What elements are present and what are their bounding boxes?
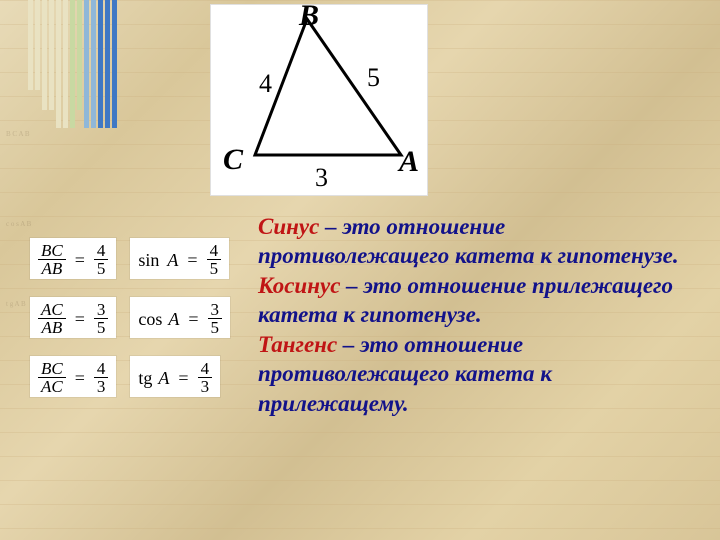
frac-num: 4 xyxy=(207,242,222,260)
frac-num: BC xyxy=(38,242,66,260)
frac-num: 4 xyxy=(198,360,213,378)
ratio-tile: BCAB = 45 xyxy=(30,238,116,279)
frac-den: AC xyxy=(38,378,66,395)
vertex-B: B xyxy=(299,0,319,33)
formula-grid: BCAB = 45 sin A = 45 ACAB = 35 cosA = 35… xyxy=(30,238,250,415)
equals: = xyxy=(72,251,88,269)
term-cos: Косинус xyxy=(258,273,340,298)
body-sin: – это отношение противолежащего катета к… xyxy=(258,214,679,268)
equals: = xyxy=(175,369,191,387)
fn-name: sin xyxy=(138,251,159,269)
fn-arg: A xyxy=(167,251,178,269)
fn-arg: A xyxy=(168,310,179,328)
frac-den: 5 xyxy=(207,260,222,277)
frac-num: 3 xyxy=(94,301,109,319)
frac-den: 5 xyxy=(94,319,109,336)
faint-label-3: t g A B xyxy=(6,300,26,308)
frac-den: AB xyxy=(38,319,65,336)
function-tile: sin A = 45 xyxy=(130,238,229,279)
faint-label-2: c o s A B xyxy=(6,220,31,228)
frac-num: 4 xyxy=(94,242,109,260)
frac-den: 5 xyxy=(208,319,223,336)
triangle-figure: B C A 4 5 3 xyxy=(210,4,428,196)
decorative-bars xyxy=(28,0,117,128)
fn-name: tg xyxy=(138,369,152,387)
fn-name: cos xyxy=(138,310,162,328)
definitions-block: Синус – это отношение противолежащего ка… xyxy=(258,212,698,418)
formula-row: ACAB = 35 cosA = 35 xyxy=(30,297,250,338)
frac-num: 4 xyxy=(94,360,109,378)
ratio-tile: BCAC = 43 xyxy=(30,356,116,397)
function-tile: cos A = 35 xyxy=(130,297,230,338)
frac-den: AB xyxy=(38,260,65,277)
frac-num: AC xyxy=(38,301,66,319)
formula-row: BCAC = 43 tgA = 43 xyxy=(30,356,250,397)
equals: = xyxy=(72,310,88,328)
definition-cos: Косинус – это отношение прилежащего кате… xyxy=(258,271,698,330)
fn-arg: A xyxy=(158,369,169,387)
frac-num: 3 xyxy=(208,301,223,319)
frac-den: 3 xyxy=(198,378,213,395)
equals: = xyxy=(185,310,201,328)
vertex-A: A xyxy=(399,145,419,179)
frac-num: BC xyxy=(38,360,66,378)
term-tan: Тангенс xyxy=(258,332,337,357)
side-BC: 4 xyxy=(259,69,272,99)
formula-row: BCAB = 45 sin A = 45 xyxy=(30,238,250,279)
definition-tan: Тангенс – это отношение противолежащего … xyxy=(258,330,698,418)
side-AB: 5 xyxy=(367,63,380,93)
frac-den: 5 xyxy=(94,260,109,277)
faint-label-1: B C A B xyxy=(6,130,30,138)
frac-den: 3 xyxy=(94,378,109,395)
side-CA: 3 xyxy=(315,163,328,193)
definition-sin: Синус – это отношение противолежащего ка… xyxy=(258,212,698,271)
term-sin: Синус xyxy=(258,214,319,239)
vertex-C: C xyxy=(223,143,243,177)
ratio-tile: ACAB = 35 xyxy=(30,297,116,338)
function-tile: tg A = 43 xyxy=(130,356,220,397)
equals: = xyxy=(184,251,200,269)
equals: = xyxy=(72,369,88,387)
